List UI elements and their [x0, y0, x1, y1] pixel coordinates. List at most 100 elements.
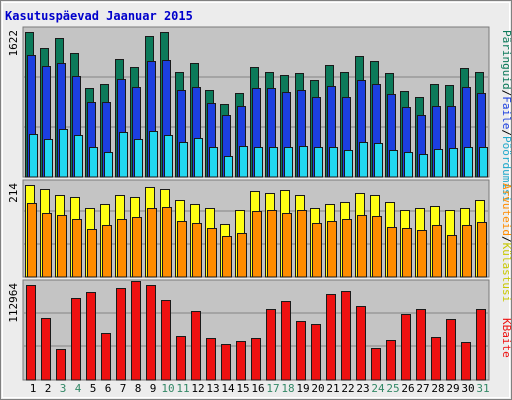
- sites-bar: [132, 217, 142, 278]
- hits-bar: [29, 134, 38, 178]
- day-label: 27: [416, 382, 429, 395]
- day-label: 9: [150, 382, 157, 395]
- hits-bar: [269, 147, 278, 178]
- kbytes-bar: [251, 338, 261, 381]
- day-label: 8: [135, 382, 142, 395]
- day-label: 5: [90, 382, 97, 395]
- day-label: 15: [236, 382, 249, 395]
- visits-ymax-label: 214: [7, 183, 20, 203]
- sites-bar: [417, 230, 427, 278]
- sites-bar: [387, 227, 397, 278]
- kbytes-bar: [416, 309, 426, 381]
- day-label: 29: [446, 382, 459, 395]
- day-label: 6: [105, 382, 112, 395]
- kbytes-bar: [341, 291, 351, 381]
- sites-bar: [162, 207, 172, 278]
- legend-pages: Päringuid: [500, 30, 512, 90]
- day-label: 11: [176, 382, 189, 395]
- kbytes-bar: [266, 309, 276, 381]
- day-label: 25: [386, 382, 399, 395]
- hits-bar: [194, 138, 203, 178]
- hits-bar: [59, 129, 68, 178]
- kbytes-bar: [431, 337, 441, 381]
- kbytes-bar: [161, 300, 171, 381]
- sites-bar: [282, 213, 292, 278]
- day-label: 31: [476, 382, 489, 395]
- day-label: 24: [371, 382, 385, 395]
- sites-bar: [57, 215, 67, 278]
- sites-bar: [237, 233, 247, 278]
- kbytes-bar: [56, 349, 66, 381]
- sites-bar: [147, 208, 157, 278]
- legend-sep: /: [500, 90, 512, 97]
- day-labels: 1 2 3 4 5 6 7 8 9 10 11 12 13 14 15 16 17 18 19 20 21 22 23 24 2…: [30, 382, 490, 395]
- legend-sep: /: [500, 129, 512, 136]
- sites-bar: [357, 215, 367, 278]
- hits-bar: [179, 142, 188, 178]
- sites-bar: [222, 236, 232, 278]
- hits-bar: [419, 154, 428, 178]
- visits-legend: Arvuteid/Külastusi: [500, 183, 512, 302]
- day-label: 18: [281, 382, 294, 395]
- day-label: 16: [251, 382, 264, 395]
- sites-bar: [267, 210, 277, 278]
- kbytes-bar: [26, 285, 36, 381]
- kbytes-bar: [131, 281, 141, 381]
- sites-bar: [402, 228, 412, 278]
- day-label: 14: [221, 382, 235, 395]
- sites-bar: [342, 219, 352, 278]
- day-label: 17: [266, 382, 279, 395]
- hits-legend: Päringuid/Faile/Pöördumisi: [500, 30, 512, 202]
- legend-sites: Arvuteid: [500, 183, 512, 236]
- kbytes-bar: [401, 314, 411, 381]
- hits-bar: [44, 139, 53, 178]
- kbytes-bar: [101, 333, 111, 381]
- day-label: 13: [206, 382, 219, 395]
- sites-bar: [297, 210, 307, 278]
- day-label: 20: [311, 382, 324, 395]
- visits-bars: [25, 185, 487, 278]
- kbytes-bar: [236, 341, 246, 381]
- kbytes-bar: [191, 311, 201, 381]
- hits-bar: [374, 143, 383, 178]
- hits-bar: [89, 147, 98, 178]
- sites-bar: [117, 219, 127, 278]
- kbytes-ymax-label: 112964: [7, 283, 20, 323]
- hits-bar: [479, 147, 488, 178]
- kbytes-bar: [206, 338, 216, 381]
- sites-bar: [42, 213, 52, 278]
- hits-bar: [239, 146, 248, 178]
- sites-bar: [192, 223, 202, 278]
- kbytes-bar: [296, 321, 306, 381]
- kbytes-bar: [371, 348, 381, 381]
- hits-bar: [104, 152, 113, 178]
- kbytes-bar: [281, 301, 291, 381]
- kbytes-bar: [146, 285, 156, 381]
- hits-bar: [284, 147, 293, 178]
- day-label: 2: [45, 382, 52, 395]
- hits-bar: [329, 147, 338, 178]
- kbytes-legend: KBaite: [500, 318, 512, 358]
- legend-sep: /: [500, 236, 512, 243]
- sites-bar: [87, 229, 97, 278]
- kbytes-bar: [176, 336, 186, 381]
- day-label: 3: [60, 382, 67, 395]
- legend-hits: Pöördumisi: [500, 136, 512, 202]
- hits-bar: [449, 148, 458, 178]
- sites-bar: [72, 219, 82, 278]
- day-label: 7: [120, 382, 127, 395]
- hits-bar: [164, 135, 173, 178]
- day-label: 1: [30, 382, 37, 395]
- chart-title: Kasutuspäevad Jaanuar 2015: [5, 9, 193, 23]
- day-label: 23: [356, 382, 369, 395]
- kbytes-bar: [311, 324, 321, 381]
- legend-files: Faile: [500, 96, 512, 129]
- hits-bar: [209, 147, 218, 178]
- kbytes-bar: [476, 309, 486, 381]
- hits-bar: [464, 147, 473, 178]
- kbytes-bar: [356, 306, 366, 381]
- kbytes-bar: [446, 319, 456, 381]
- hits-bar: [299, 146, 308, 178]
- legend-kbytes: KBaite: [500, 318, 512, 358]
- sites-bar: [312, 223, 322, 278]
